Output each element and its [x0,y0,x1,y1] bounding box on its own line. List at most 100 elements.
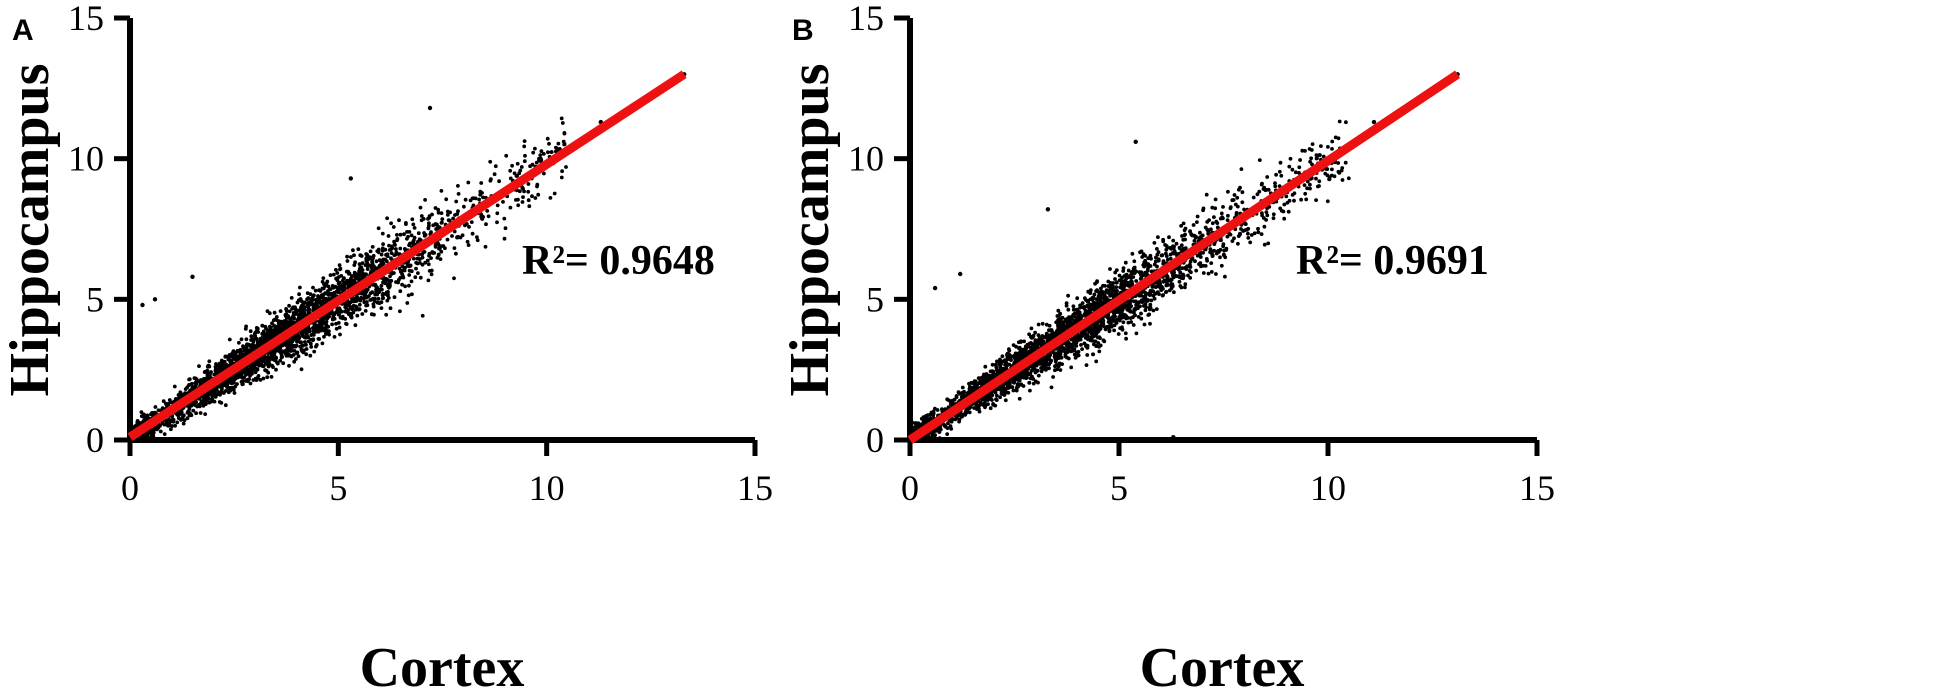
data-point [364,300,369,304]
data-point [418,205,423,210]
data-point [381,242,385,247]
data-point [227,337,232,342]
data-point [488,178,493,183]
data-point [393,243,397,247]
data-point [330,284,335,288]
data-point [352,280,357,284]
data-point [349,255,353,259]
data-point [251,342,255,347]
data-point [356,247,361,252]
data-point [535,184,539,189]
data-point [305,297,309,302]
data-point [414,266,418,271]
data-point [388,306,393,311]
data-point [427,221,431,226]
data-point [462,204,466,209]
data-point [410,217,415,222]
data-point [433,222,438,227]
data-point [1206,271,1211,276]
data-point [379,252,384,257]
data-point [314,297,319,302]
data-point [320,341,325,346]
data-point [1271,216,1276,221]
data-point [318,299,323,304]
data-point [439,189,444,193]
data-point [239,337,244,342]
data-point [411,256,416,261]
data-point [445,237,450,242]
data-point [407,283,411,288]
data-point [357,269,362,274]
data-point [383,247,388,252]
data-point [477,197,481,202]
data-point [1028,371,1033,376]
data-point [1282,216,1287,221]
data-point [223,403,228,408]
data-point [1221,205,1225,209]
data-point [436,226,440,231]
data-point [185,416,190,421]
data-point [266,333,270,337]
data-point [360,261,365,265]
data-point [430,250,435,254]
data-point [1121,320,1126,325]
data-point [345,279,349,283]
data-point [368,298,373,302]
data-point [140,302,145,308]
data-point [346,285,351,290]
data-point [425,258,430,263]
data-point [1071,307,1076,312]
data-point [220,363,225,368]
data-point [389,256,393,261]
data-point [280,355,284,359]
data-point [1028,388,1032,393]
data-point [387,248,392,252]
data-point [1112,328,1116,333]
data-point [365,287,370,292]
data-point [369,312,374,317]
data-point [223,364,228,369]
data-point [343,317,348,321]
data-point [289,296,294,300]
data-point [370,266,374,270]
data-point [559,116,564,121]
data-point [473,196,478,201]
data-point [295,351,299,355]
x-tick-label: 15 [737,468,773,508]
data-point [1179,224,1183,228]
data-point [1206,229,1211,234]
data-point [1080,301,1085,305]
data-point [988,406,993,411]
data-point [194,411,199,416]
data-point [269,375,274,379]
data-point [253,370,258,375]
data-point [331,272,336,277]
data-point [419,214,424,218]
data-point [343,309,348,314]
data-point [375,285,379,290]
data-point [452,229,457,234]
data-point [380,231,385,236]
data-point [493,164,498,169]
data-point [214,362,218,366]
data-point [1317,179,1322,184]
data-point [1314,198,1318,203]
data-point [1297,165,1302,170]
data-point [466,180,471,185]
data-point [1049,358,1054,363]
data-point [1207,218,1211,223]
data-point [455,235,460,239]
data-point [423,260,428,265]
data-point [363,309,368,313]
data-point [481,195,485,200]
data-point [492,172,497,177]
data-point [439,249,444,254]
data-point [306,339,311,344]
data-point [348,300,353,305]
data-point [395,233,399,237]
data-point [374,290,378,294]
data-point [1235,195,1240,200]
data-point [260,331,265,336]
data-point [254,336,259,341]
data-point [183,387,188,391]
